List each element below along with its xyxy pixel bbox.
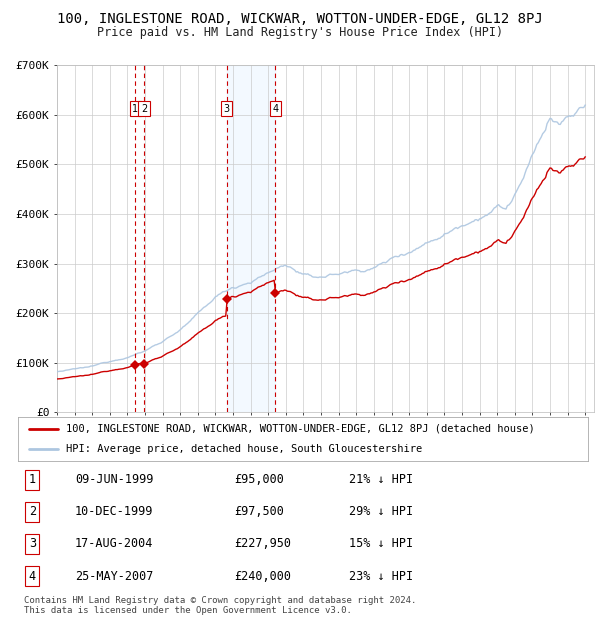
Text: 09-JUN-1999: 09-JUN-1999 (75, 473, 154, 486)
Text: Contains HM Land Registry data © Crown copyright and database right 2024.: Contains HM Land Registry data © Crown c… (24, 596, 416, 606)
Text: 29% ↓ HPI: 29% ↓ HPI (349, 505, 413, 518)
Text: £95,000: £95,000 (235, 473, 284, 486)
Bar (227, 65, 275, 412)
Text: This data is licensed under the Open Government Licence v3.0.: This data is licensed under the Open Gov… (24, 606, 352, 616)
Text: 17-AUG-2004: 17-AUG-2004 (75, 538, 154, 551)
Text: 10-DEC-1999: 10-DEC-1999 (75, 505, 154, 518)
Text: 1: 1 (29, 473, 36, 486)
Text: HPI: Average price, detached house, South Gloucestershire: HPI: Average price, detached house, Sout… (67, 444, 422, 454)
Text: 3: 3 (223, 104, 230, 113)
Text: 1: 1 (132, 104, 138, 113)
Text: 2: 2 (29, 505, 36, 518)
Text: £240,000: £240,000 (235, 570, 292, 583)
Text: £97,500: £97,500 (235, 505, 284, 518)
Text: 4: 4 (272, 104, 278, 113)
Text: 100, INGLESTONE ROAD, WICKWAR, WOTTON-UNDER-EDGE, GL12 8PJ: 100, INGLESTONE ROAD, WICKWAR, WOTTON-UN… (57, 12, 543, 27)
Text: 3: 3 (29, 538, 36, 551)
Text: 2: 2 (141, 104, 147, 113)
Text: 23% ↓ HPI: 23% ↓ HPI (349, 570, 413, 583)
Text: 15% ↓ HPI: 15% ↓ HPI (349, 538, 413, 551)
Text: 21% ↓ HPI: 21% ↓ HPI (349, 473, 413, 486)
Text: Price paid vs. HM Land Registry's House Price Index (HPI): Price paid vs. HM Land Registry's House … (97, 26, 503, 39)
Text: 100, INGLESTONE ROAD, WICKWAR, WOTTON-UNDER-EDGE, GL12 8PJ (detached house): 100, INGLESTONE ROAD, WICKWAR, WOTTON-UN… (67, 424, 535, 434)
Text: 4: 4 (29, 570, 36, 583)
Text: 25-MAY-2007: 25-MAY-2007 (75, 570, 154, 583)
Text: £227,950: £227,950 (235, 538, 292, 551)
